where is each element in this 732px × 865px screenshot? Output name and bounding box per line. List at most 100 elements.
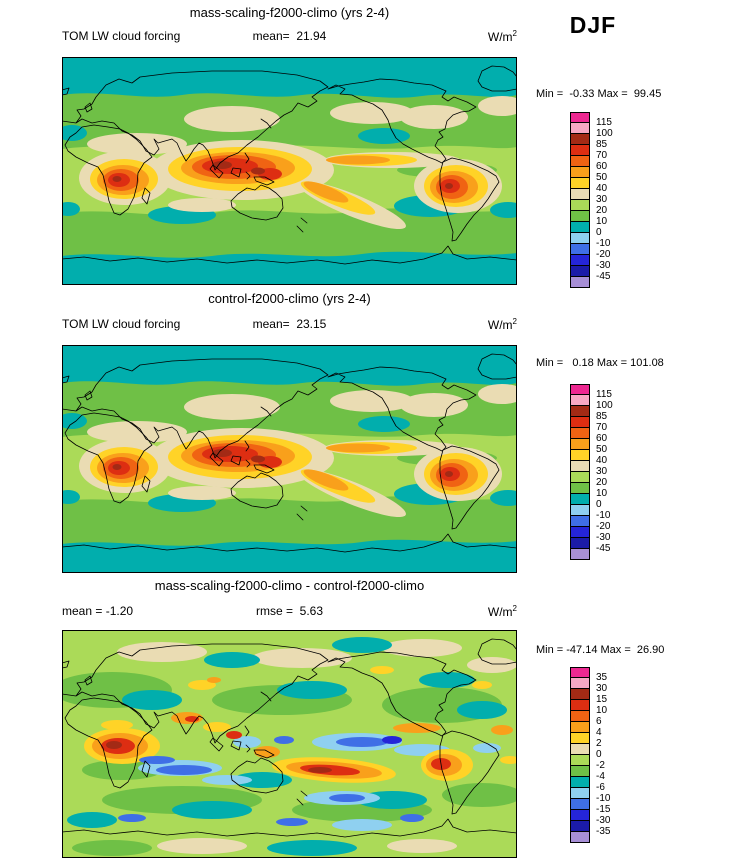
colorbar-cell [570, 821, 590, 832]
panel3-rmse-value: rmse = 5.63 [255, 604, 324, 618]
colorbar-cell [570, 733, 590, 744]
colorbar-cell [570, 744, 590, 755]
colorbar-tick-label: -15 [596, 804, 611, 815]
map-panel3-difference [62, 630, 517, 858]
colorbar-cell [570, 167, 590, 178]
panel2-colorbar: 115 100 85 70 60 50 40 30 20 10 0 -10 -20 -30 -45 [570, 384, 690, 561]
panel3-units-label: W/m2 [62, 604, 517, 619]
colorbar-cell [570, 788, 590, 799]
colorbar-tick-label: -30 [596, 532, 611, 543]
units-exponent: 2 [512, 29, 517, 38]
colorbar-tick-label: 70 [596, 422, 608, 433]
units-base: W/m [487, 605, 513, 619]
colorbar-cell [570, 134, 590, 145]
colorbar-cell [570, 428, 590, 439]
colorbar-cell [570, 549, 590, 560]
colorbar-cell [570, 700, 590, 711]
colorbar-cell [570, 516, 590, 527]
panel1-mean-value: mean= 21.94 [252, 29, 327, 43]
colorbar-cell [570, 123, 590, 134]
map-border [62, 57, 517, 285]
colorbar-cell [570, 538, 590, 549]
colorbar-cell [570, 667, 590, 678]
colorbar-tick-label: 50 [596, 172, 608, 183]
colorbar-tick-label: -30 [596, 260, 611, 271]
colorbar-tick-label: -45 [596, 543, 611, 554]
colorbar-cell [570, 483, 590, 494]
colorbar-cell [570, 244, 590, 255]
panel2-mean-value: mean= 23.15 [252, 317, 327, 331]
colorbar-cell [570, 222, 590, 233]
colorbar-tick-label: 85 [596, 411, 608, 422]
colorbar-cell [570, 255, 590, 266]
colorbar-tick-label: 15 [596, 694, 608, 705]
colorbar-tick-label: 35 [596, 672, 608, 683]
colorbar-tick-label: -20 [596, 249, 611, 260]
colorbar-tick-label: -10 [596, 793, 611, 804]
colorbar-cell [570, 233, 590, 244]
colorbar-tick-label: -35 [596, 826, 611, 837]
contour-fill-art [62, 57, 517, 285]
colorbar-tick-label: -45 [596, 271, 611, 282]
panel1-colorbar: 115 100 85 70 60 50 40 30 20 10 0 -10 -20 -30 -45 [570, 112, 690, 289]
colorbar-cell [570, 472, 590, 483]
colorbar-cell [570, 527, 590, 538]
map-panel2-control [62, 345, 517, 573]
colorbar-cell [570, 505, 590, 516]
colorbar-tick-label: 10 [596, 705, 608, 716]
panel2-minmax: Min = 0.18 Max = 101.08 [536, 357, 664, 369]
colorbar-cell [570, 810, 590, 821]
colorbar-tick-label: 20 [596, 477, 608, 488]
panel2-title: control-f2000-climo (yrs 2-4) [208, 291, 371, 306]
panel3-minmax: Min = -47.14 Max = 26.90 [536, 644, 665, 656]
colorbar-tick-label: 60 [596, 433, 608, 444]
colorbar-tick-label: 20 [596, 205, 608, 216]
colorbar-cell [570, 145, 590, 156]
panel2-variable-label: TOM LW cloud forcing [62, 317, 181, 331]
colorbar-tick-label: 40 [596, 183, 608, 194]
panel2-units-label: W/m2 [62, 317, 517, 332]
colorbar-tick-label: 50 [596, 444, 608, 455]
panel3-mean-value: mean = -1.20 [62, 604, 134, 618]
panel3-title: mass-scaling-f2000-climo - control-f2000… [154, 578, 425, 593]
colorbar-cell [570, 722, 590, 733]
panel1-minmax: Min = -0.33 Max = 99.45 [536, 88, 662, 100]
colorbar-cell [570, 832, 590, 843]
colorbar-tick-label: 30 [596, 466, 608, 477]
colorbar-tick-label: -30 [596, 815, 611, 826]
colorbar-tick-label: 40 [596, 455, 608, 466]
colorbar-cell [570, 755, 590, 766]
units-exponent: 2 [512, 317, 517, 326]
colorbar-cell [570, 417, 590, 428]
colorbar-cell [570, 112, 590, 123]
colorbar-cell [570, 384, 590, 395]
colorbar-cell [570, 711, 590, 722]
colorbar-tick-label: -10 [596, 238, 611, 249]
colorbar-tick-label: 100 [596, 400, 613, 411]
colorbar-tick-label: 0 [596, 749, 602, 760]
colorbar-tick-label: 60 [596, 161, 608, 172]
colorbar-cell [570, 178, 590, 189]
contour-fill-art [62, 345, 517, 573]
colorbar-cell [570, 211, 590, 222]
colorbar-cell [570, 450, 590, 461]
colorbar-cell [570, 200, 590, 211]
colorbar-tick-label: -2 [596, 760, 605, 771]
colorbar-tick-label: 30 [596, 683, 608, 694]
colorbar-tick-label: 6 [596, 716, 602, 727]
colorbar-tick-label: -20 [596, 521, 611, 532]
map-border [62, 630, 517, 858]
colorbar-cell [570, 461, 590, 472]
colorbar-cell [570, 689, 590, 700]
colorbar-tick-label: 0 [596, 499, 602, 510]
colorbar-cell [570, 439, 590, 450]
colorbar-tick-label: 10 [596, 488, 608, 499]
colorbar-cell [570, 189, 590, 200]
colorbar-tick-label: 100 [596, 128, 613, 139]
colorbar-cell [570, 395, 590, 406]
colorbar-tick-label: -10 [596, 510, 611, 521]
colorbar-tick-label: 2 [596, 738, 602, 749]
colorbar-cell [570, 777, 590, 788]
colorbar-tick-label: 85 [596, 139, 608, 150]
panel1-variable-label: TOM LW cloud forcing [62, 29, 181, 43]
